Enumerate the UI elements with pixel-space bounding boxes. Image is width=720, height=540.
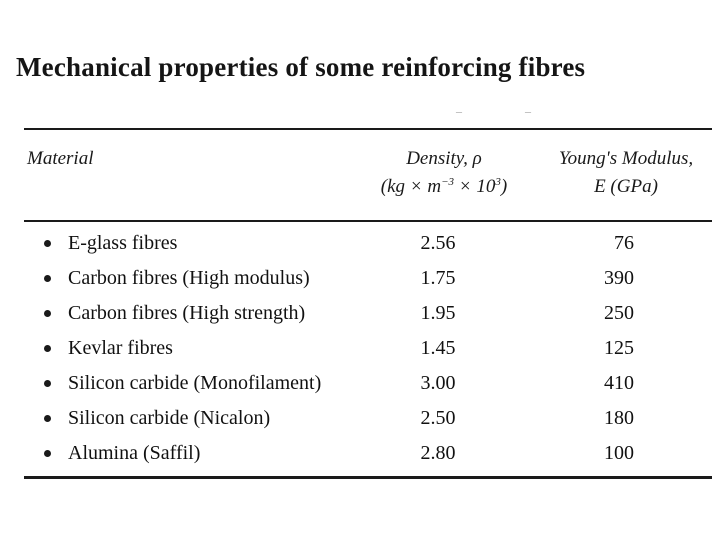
density-header-line1: Density, ρ (406, 148, 482, 169)
table-row: E-glass fibres 2.56 76 (0, 226, 720, 261)
table-row: Kevlar fibres 1.45 125 (0, 331, 720, 366)
bullet-icon (44, 380, 51, 387)
bullet-icon (44, 240, 51, 247)
table-header-rule (24, 220, 712, 222)
table-row: Silicon carbide (Monofilament) 3.00 410 (0, 366, 720, 401)
density-cell: 2.56 (420, 232, 456, 254)
density-cell: 2.50 (420, 407, 456, 429)
density-header-line2: (kg × m−3 × 103) (360, 173, 528, 201)
material-cell: Carbon fibres (High modulus) (68, 267, 310, 289)
table-row: Silicon carbide (Nicalon) 2.50 180 (0, 401, 720, 436)
table-top-rule (24, 128, 712, 130)
table-row: Carbon fibres (High strength) 1.95 250 (0, 296, 720, 331)
bullet-icon (44, 450, 51, 457)
table-body: E-glass fibres 2.56 76 Carbon fibres (Hi… (0, 226, 720, 471)
header-marks: – – (456, 104, 561, 118)
bullet-icon (44, 275, 51, 282)
page-title: Mechanical properties of some reinforcin… (16, 52, 586, 82)
column-header-material: Material (27, 148, 94, 169)
table-row: Carbon fibres (High modulus) 1.75 390 (0, 261, 720, 296)
modulus-cell: 180 (604, 407, 634, 429)
density-unit-c: ) (500, 176, 508, 197)
table-bottom-rule (24, 476, 712, 479)
modulus-cell: 250 (604, 302, 634, 324)
density-cell: 1.75 (420, 267, 456, 289)
modulus-cell: 125 (604, 337, 634, 359)
bullet-icon (44, 415, 51, 422)
density-unit-exp2: 3 (495, 176, 501, 188)
modulus-cell: 410 (604, 372, 634, 394)
density-cell: 1.45 (420, 337, 456, 359)
density-cell: 2.80 (420, 442, 456, 464)
density-unit-a: (kg × m (380, 176, 442, 197)
modulus-cell: 390 (604, 267, 634, 289)
bullet-icon (44, 345, 51, 352)
material-cell: Kevlar fibres (68, 337, 173, 359)
modulus-header-line1: Young's Modulus, (558, 148, 694, 169)
material-cell: Carbon fibres (High strength) (68, 302, 306, 324)
material-cell: Silicon carbide (Nicalon) (68, 407, 271, 429)
material-cell: Silicon carbide (Monofilament) (68, 372, 322, 394)
table-row: Alumina (Saffil) 2.80 100 (0, 436, 720, 471)
column-header-modulus: Young's Modulus, E (GPa) (540, 145, 712, 201)
material-cell: E-glass fibres (68, 232, 178, 254)
material-cell: Alumina (Saffil) (68, 442, 201, 464)
density-unit-exp1: −3 (441, 176, 455, 188)
modulus-header-line2: E (GPa) (594, 176, 658, 197)
column-header-density: Density, ρ (kg × m−3 × 103) (360, 145, 528, 201)
modulus-cell: 100 (604, 442, 634, 464)
density-cell: 3.00 (420, 372, 456, 394)
density-cell: 1.95 (420, 302, 456, 324)
modulus-cell: 76 (614, 232, 634, 254)
bullet-icon (44, 310, 51, 317)
density-unit-b: × 10 (454, 176, 496, 197)
